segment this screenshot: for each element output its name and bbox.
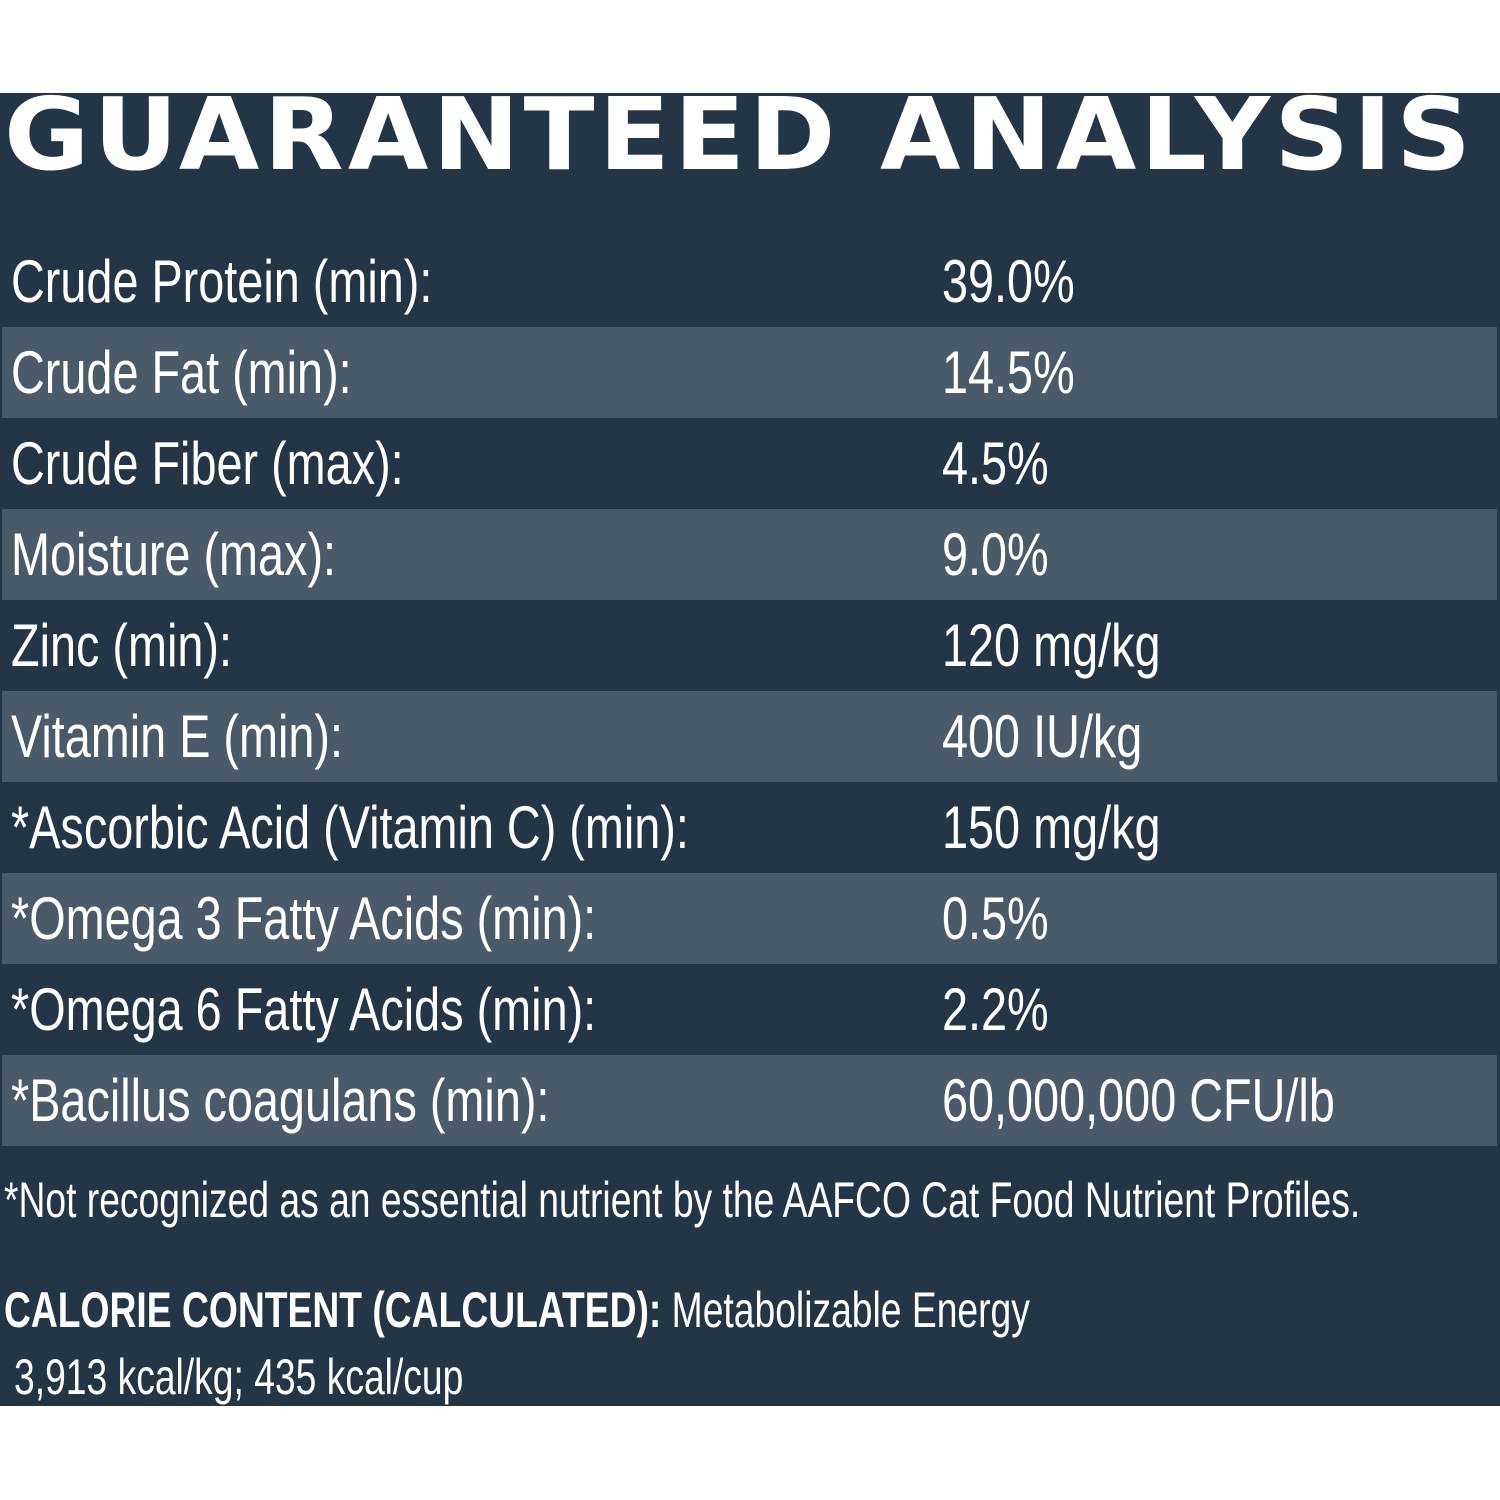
nutrient-label: Crude Fat (min): <box>11 339 352 406</box>
footnote: *Not recognized as an essential nutrient… <box>4 1172 1361 1228</box>
nutrient-label: Crude Fiber (max): <box>11 430 404 497</box>
nutrient-value: 0.5% <box>942 885 1049 952</box>
table-row: *Omega 6 Fatty Acids (min): 2.2% <box>2 964 1497 1055</box>
table-row: Zinc (min): 120 mg/kg <box>2 600 1497 691</box>
nutrient-value: 400 IU/kg <box>942 703 1143 770</box>
table-row: Crude Protein (min): 39.0% <box>2 236 1497 327</box>
nutrient-label: Crude Protein (min): <box>11 248 433 315</box>
nutrient-value: 120 mg/kg <box>942 612 1161 679</box>
nutrient-label: *Omega 6 Fatty Acids (min): <box>11 976 597 1043</box>
calorie-content: CALORIE CONTENT (CALCULATED): Metaboliza… <box>4 1280 1030 1340</box>
analysis-table: Crude Protein (min): 39.0% Crude Fat (mi… <box>2 236 1497 1146</box>
nutrient-label: Vitamin E (min): <box>11 703 344 770</box>
nutrient-value: 39.0% <box>942 248 1075 315</box>
nutrient-value: 4.5% <box>942 430 1049 497</box>
table-row: Vitamin E (min): 400 IU/kg <box>2 691 1497 782</box>
nutrient-label: *Omega 3 Fatty Acids (min): <box>11 885 597 952</box>
nutrient-value: 60,000,000 CFU/lb <box>942 1067 1335 1134</box>
calorie-description: Metabolizable Energy <box>661 1282 1030 1338</box>
nutrient-value: 9.0% <box>942 521 1049 588</box>
calorie-heading: CALORIE CONTENT (CALCULATED): <box>4 1282 662 1338</box>
nutrient-label: *Bacillus coagulans (min): <box>11 1067 550 1134</box>
table-row: *Ascorbic Acid (Vitamin C) (min): 150 mg… <box>2 782 1497 873</box>
table-row: *Bacillus coagulans (min): 60,000,000 CF… <box>2 1055 1497 1146</box>
nutrient-value: 150 mg/kg <box>942 794 1161 861</box>
panel-title: GUARANTEED ANALYSIS <box>0 85 1500 203</box>
nutrient-value: 14.5% <box>942 339 1075 406</box>
nutrient-label: *Ascorbic Acid (Vitamin C) (min): <box>11 794 689 861</box>
nutrient-label: Zinc (min): <box>11 612 233 679</box>
guaranteed-analysis-panel: GUARANTEED ANALYSIS Crude Protein (min):… <box>0 85 1500 1406</box>
table-row: Crude Fat (min): 14.5% <box>2 327 1497 418</box>
table-row: Crude Fiber (max): 4.5% <box>2 418 1497 509</box>
nutrient-label: Moisture (max): <box>11 521 337 588</box>
calorie-values: 3,913 kcal/kg; 435 kcal/cup <box>14 1349 464 1405</box>
table-row: *Omega 3 Fatty Acids (min): 0.5% <box>2 873 1497 964</box>
table-row: Moisture (max): 9.0% <box>2 509 1497 600</box>
nutrient-value: 2.2% <box>942 976 1049 1043</box>
title-text: GUARANTEED ANALYSIS <box>4 76 1476 193</box>
